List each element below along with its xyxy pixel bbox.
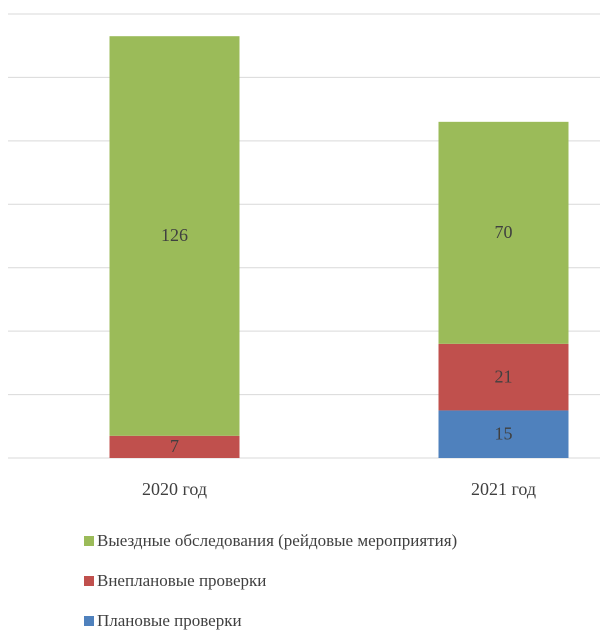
data-label: 21 — [495, 366, 513, 386]
data-label: 7 — [170, 436, 179, 456]
legend-swatch — [84, 616, 94, 626]
data-label: 15 — [495, 423, 513, 443]
bar-segment — [109, 36, 240, 436]
legend-label: Внеплановые проверки — [97, 571, 266, 590]
data-label: 70 — [495, 222, 513, 242]
legend-swatch — [84, 536, 94, 546]
x-tick-label: 2021 год — [471, 479, 536, 499]
legend-swatch — [84, 576, 94, 586]
bar-segment — [109, 435, 240, 458]
legend-label: Выездные обследования (рейдовые мероприя… — [97, 531, 457, 550]
legend: Выездные обследования (рейдовые мероприя… — [84, 531, 457, 630]
legend-label: Плановые проверки — [97, 611, 242, 630]
x-tick-label: 2020 год — [142, 479, 207, 499]
data-label: 126 — [161, 225, 188, 245]
bar-segment — [438, 121, 569, 344]
bar-segment — [438, 410, 569, 458]
bar-segment — [438, 343, 569, 411]
